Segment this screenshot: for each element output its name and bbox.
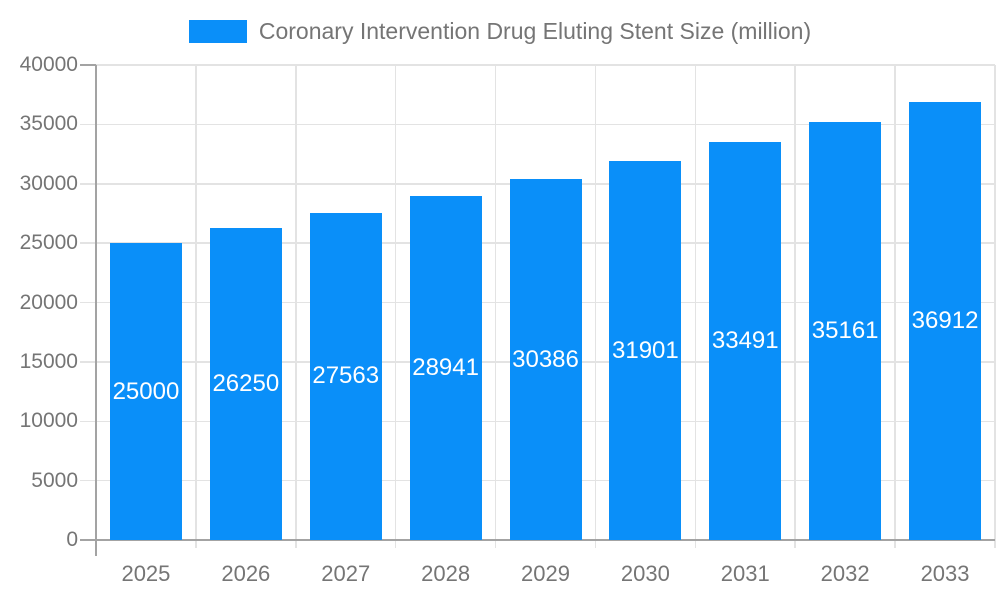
x-gridline [894, 65, 896, 548]
x-gridline [594, 65, 597, 548]
y-tick-label: 15000 [19, 349, 78, 373]
legend: Coronary Intervention Drug Eluting Stent… [0, 17, 1000, 44]
x-gridline [794, 65, 796, 548]
bar[interactable] [509, 179, 582, 540]
y-tick-label: 30000 [19, 171, 78, 195]
x-tick-label: 2031 [720, 561, 770, 586]
y-tick-label: 10000 [19, 409, 78, 433]
bar[interactable] [209, 228, 282, 540]
bar[interactable] [609, 161, 682, 540]
bar[interactable] [109, 243, 182, 540]
y-gridline [80, 123, 995, 126]
bar[interactable] [909, 101, 982, 540]
bar[interactable] [309, 212, 382, 540]
x-tick-label: 2032 [820, 561, 870, 586]
x-tick-label: 2029 [521, 561, 570, 586]
bar[interactable] [709, 142, 782, 540]
x-gridline [994, 65, 996, 548]
y-tick-label: 25000 [19, 231, 78, 255]
y-tick-label: 0 [66, 528, 78, 551]
x-gridline [694, 65, 697, 548]
bar-value-label: 27563 [312, 362, 380, 390]
x-gridline [195, 65, 197, 548]
bar[interactable] [409, 196, 482, 540]
bar-value-label: 36912 [911, 306, 979, 334]
bar[interactable] [809, 122, 882, 540]
x-axis-line [80, 539, 995, 541]
x-gridline [394, 65, 397, 548]
y-axis-line [95, 65, 97, 556]
y-tick-label: 40000 [19, 53, 78, 76]
y-tick-label: 20000 [19, 290, 78, 314]
bar-value-label: 33491 [711, 327, 779, 355]
y-tick-label: 35000 [19, 112, 78, 136]
legend-swatch [188, 19, 247, 43]
x-tick-label: 2030 [620, 561, 670, 586]
legend-label: Coronary Intervention Drug Eluting Stent… [258, 17, 812, 44]
x-tick-label: 2028 [421, 561, 471, 586]
bar-value-label: 30386 [512, 345, 579, 373]
x-gridline [494, 65, 497, 548]
y-tick-label: 5000 [31, 468, 78, 492]
x-tick-label: 2033 [920, 561, 970, 586]
x-gridline [295, 65, 297, 548]
x-tick-label: 2025 [121, 561, 171, 586]
bar-value-label: 28941 [412, 354, 479, 382]
y-gridline [80, 64, 995, 66]
y-axis-top-tick [80, 64, 96, 66]
x-tick-label: 2026 [221, 561, 271, 586]
bar-value-label: 25000 [112, 377, 180, 405]
bar-value-label: 31901 [612, 336, 679, 364]
x-tick-label: 2027 [321, 561, 371, 586]
bar-value-label: 26250 [212, 370, 280, 398]
bar-value-label: 35161 [811, 317, 879, 345]
